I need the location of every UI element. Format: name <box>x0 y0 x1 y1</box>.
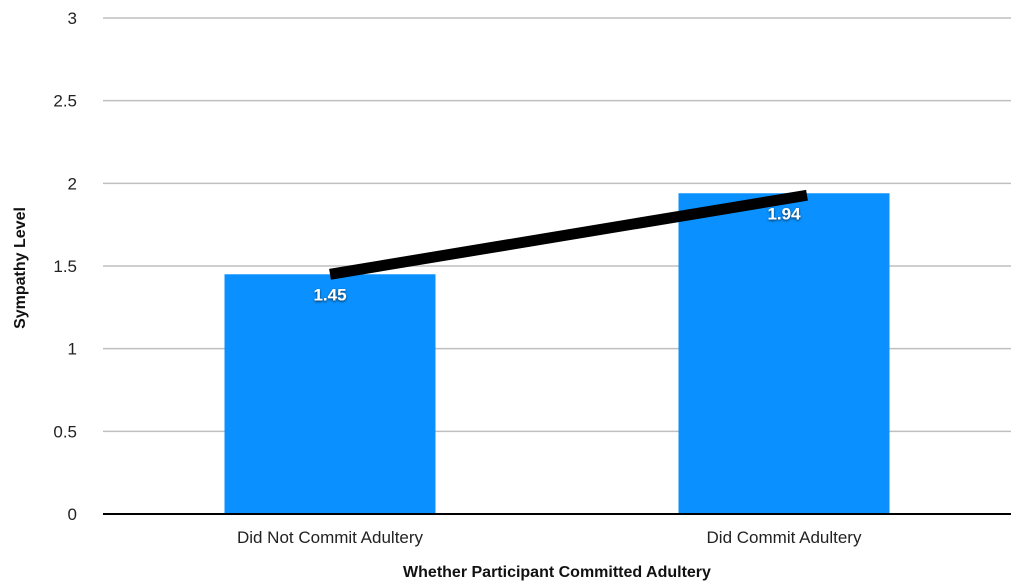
x-axis-ticks: Did Not Commit Adultery Did Commit Adulte… <box>237 528 862 547</box>
trend-line <box>329 189 808 280</box>
x-tick-label: Did Not Commit Adultery <box>237 528 424 547</box>
y-tick-label: 2 <box>68 174 77 193</box>
y-axis-title: Sympathy Level <box>12 207 29 329</box>
data-label: 1.45 <box>313 285 346 304</box>
x-tick-label: Did Commit Adultery <box>707 528 862 547</box>
x-axis-title: Whether Participant Committed Adultery <box>403 564 711 581</box>
data-labels: 1.45 1.94 <box>313 204 801 304</box>
bar-1 <box>224 274 436 514</box>
y-tick-label: 1.5 <box>53 257 77 276</box>
data-label: 1.94 <box>767 204 801 223</box>
bars <box>224 193 890 514</box>
y-tick-label: 1 <box>68 340 77 359</box>
y-tick-label: 3 <box>68 9 77 28</box>
bar-2 <box>678 193 890 514</box>
trend-line-group <box>329 189 808 280</box>
y-tick-label: 2.5 <box>53 92 77 111</box>
y-tick-label: 0 <box>68 505 77 524</box>
y-tick-label: 0.5 <box>53 422 77 441</box>
y-axis-ticks: 0 0.5 1 1.5 2 2.5 3 <box>53 9 77 524</box>
